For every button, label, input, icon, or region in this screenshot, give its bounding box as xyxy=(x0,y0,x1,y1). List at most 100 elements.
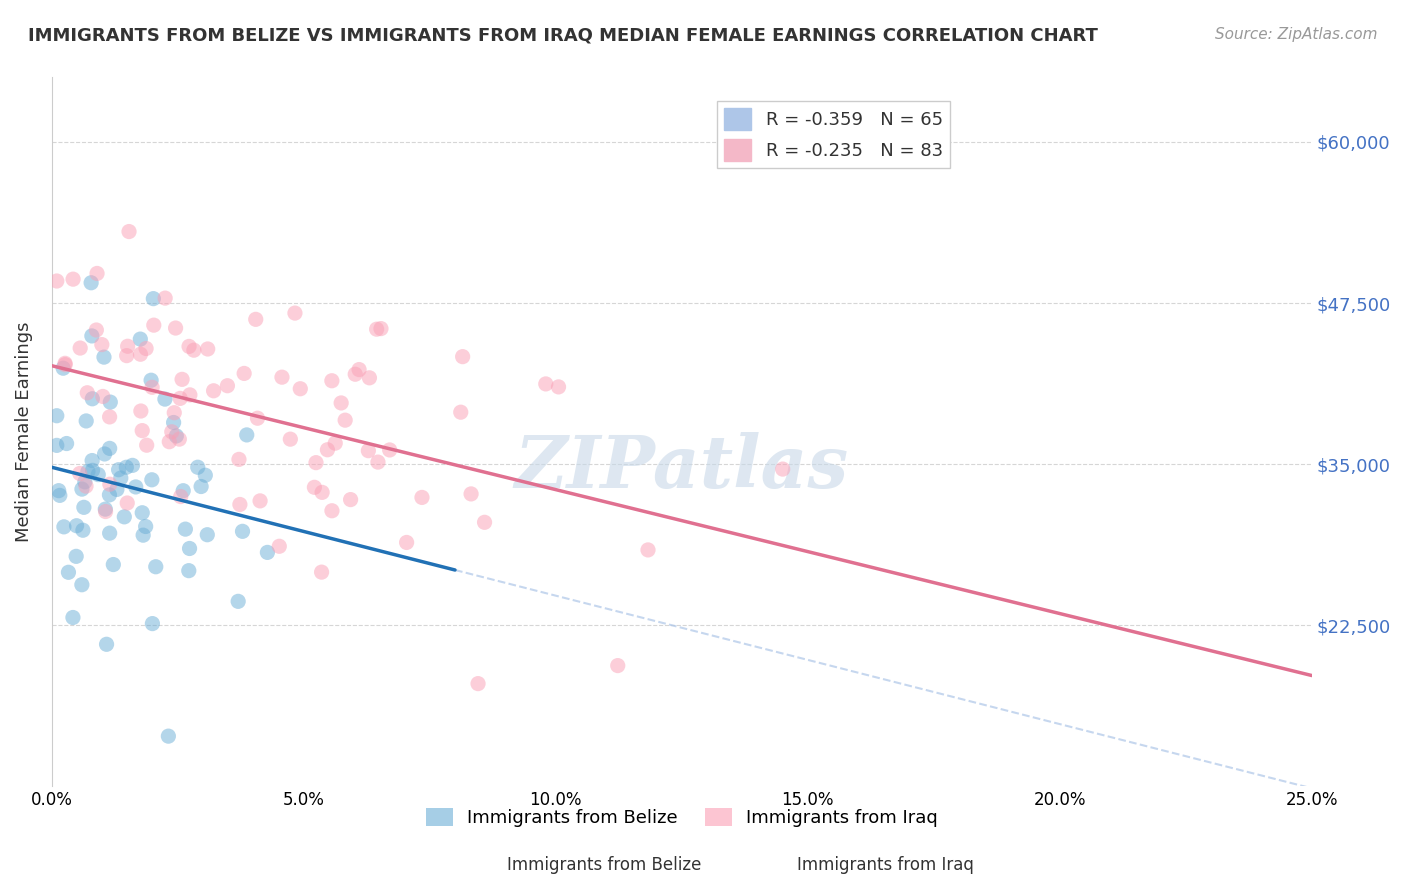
Immigrants from Iraq xyxy=(169,432,191,446)
Immigrants from Iraq xyxy=(305,456,328,470)
Immigrants from Belize xyxy=(172,483,194,498)
Immigrants from Iraq xyxy=(370,321,392,335)
Immigrants from Belize xyxy=(45,438,67,452)
Immigrants from Iraq xyxy=(290,382,312,396)
Immigrants from Belize xyxy=(121,458,143,473)
Immigrants from Iraq xyxy=(229,498,252,512)
Immigrants from Belize xyxy=(165,429,187,443)
Immigrants from Iraq xyxy=(339,492,361,507)
Immigrants from Belize xyxy=(72,523,94,537)
Immigrants from Belize xyxy=(70,578,93,592)
Immigrants from Iraq xyxy=(165,321,187,335)
Immigrants from Iraq xyxy=(321,504,343,518)
Immigrants from Belize xyxy=(129,332,152,346)
Immigrants from Iraq xyxy=(45,274,67,288)
Immigrants from Belize xyxy=(226,594,249,608)
Immigrants from Belize xyxy=(157,729,180,743)
Immigrants from Iraq xyxy=(245,312,267,326)
Immigrants from Belize xyxy=(103,558,125,572)
Immigrants from Iraq xyxy=(135,438,157,452)
Immigrants from Belize xyxy=(75,414,97,428)
Immigrants from Belize xyxy=(236,428,259,442)
Immigrants from Belize xyxy=(174,522,197,536)
Immigrants from Belize xyxy=(62,610,84,624)
Immigrants from Iraq xyxy=(378,442,401,457)
Immigrants from Iraq xyxy=(142,318,165,333)
Immigrants from Belize xyxy=(87,467,110,482)
Immigrants from Belize xyxy=(125,480,148,494)
Immigrants from Iraq xyxy=(606,658,628,673)
Immigrants from Iraq xyxy=(450,405,472,419)
Immigrants from Iraq xyxy=(62,272,84,286)
Immigrants from Belize xyxy=(82,453,104,467)
Immigrants from Iraq xyxy=(69,341,91,355)
Immigrants from Belize xyxy=(55,436,77,450)
Immigrants from Iraq xyxy=(321,374,343,388)
Immigrants from Iraq xyxy=(197,342,219,356)
Immigrants from Belize xyxy=(45,409,67,423)
Immigrants from Belize xyxy=(94,502,117,516)
Immigrants from Iraq xyxy=(141,380,163,394)
Immigrants from Belize xyxy=(70,482,93,496)
Immigrants from Belize xyxy=(52,520,75,534)
Immigrants from Belize xyxy=(82,392,104,406)
Text: Immigrants from Belize: Immigrants from Belize xyxy=(508,856,702,874)
Immigrants from Belize xyxy=(231,524,253,539)
Immigrants from Iraq xyxy=(115,496,138,510)
Immigrants from Iraq xyxy=(411,491,433,505)
Immigrants from Iraq xyxy=(75,479,97,493)
Immigrants from Belize xyxy=(98,395,121,409)
Immigrants from Belize xyxy=(153,392,176,406)
Immigrants from Iraq xyxy=(170,490,193,504)
Immigrants from Belize xyxy=(195,527,218,541)
Immigrants from Belize xyxy=(131,506,153,520)
Immigrants from Iraq xyxy=(311,565,333,579)
Immigrants from Belize xyxy=(110,471,132,485)
Immigrants from Iraq xyxy=(118,225,141,239)
Immigrants from Iraq xyxy=(367,455,389,469)
Immigrants from Iraq xyxy=(157,434,180,449)
Immigrants from Iraq xyxy=(172,372,194,386)
Immigrants from Belize xyxy=(105,483,128,497)
Immigrants from Belize xyxy=(142,292,165,306)
Immigrants from Iraq xyxy=(131,424,153,438)
Legend: Immigrants from Belize, Immigrants from Iraq: Immigrants from Belize, Immigrants from … xyxy=(419,800,945,834)
Immigrants from Belize xyxy=(141,616,163,631)
Immigrants from Iraq xyxy=(395,535,418,549)
Immigrants from Belize xyxy=(82,463,104,477)
Immigrants from Iraq xyxy=(547,380,569,394)
Immigrants from Iraq xyxy=(534,376,557,391)
Immigrants from Belize xyxy=(162,416,184,430)
Immigrants from Belize xyxy=(93,350,115,364)
Immigrants from Iraq xyxy=(366,322,388,336)
Immigrants from Belize xyxy=(65,518,87,533)
Immigrants from Belize xyxy=(187,460,209,475)
Immigrants from Iraq xyxy=(772,462,794,476)
Immigrants from Iraq xyxy=(451,350,474,364)
Immigrants from Belize xyxy=(49,488,72,502)
Immigrants from Iraq xyxy=(357,443,380,458)
Immigrants from Belize xyxy=(139,373,162,387)
Immigrants from Iraq xyxy=(86,323,108,337)
Immigrants from Iraq xyxy=(69,467,91,481)
Immigrants from Iraq xyxy=(135,342,157,356)
Immigrants from Belize xyxy=(93,447,115,461)
Immigrants from Iraq xyxy=(269,539,291,553)
Immigrants from Belize xyxy=(73,500,96,515)
Immigrants from Iraq xyxy=(98,477,121,491)
Immigrants from Iraq xyxy=(217,378,239,392)
Immigrants from Iraq xyxy=(316,442,339,457)
Immigrants from Belize xyxy=(179,541,201,556)
Immigrants from Iraq xyxy=(117,339,139,353)
Immigrants from Iraq xyxy=(333,413,356,427)
Text: Source: ZipAtlas.com: Source: ZipAtlas.com xyxy=(1215,27,1378,42)
Immigrants from Belize xyxy=(141,473,163,487)
Immigrants from Iraq xyxy=(86,267,108,281)
Text: ZIPatlas: ZIPatlas xyxy=(515,432,849,503)
Immigrants from Belize xyxy=(80,276,103,290)
Immigrants from Belize xyxy=(145,559,167,574)
Immigrants from Belize xyxy=(107,463,129,477)
Immigrants from Iraq xyxy=(233,367,256,381)
Immigrants from Iraq xyxy=(228,452,250,467)
Immigrants from Iraq xyxy=(91,389,114,403)
